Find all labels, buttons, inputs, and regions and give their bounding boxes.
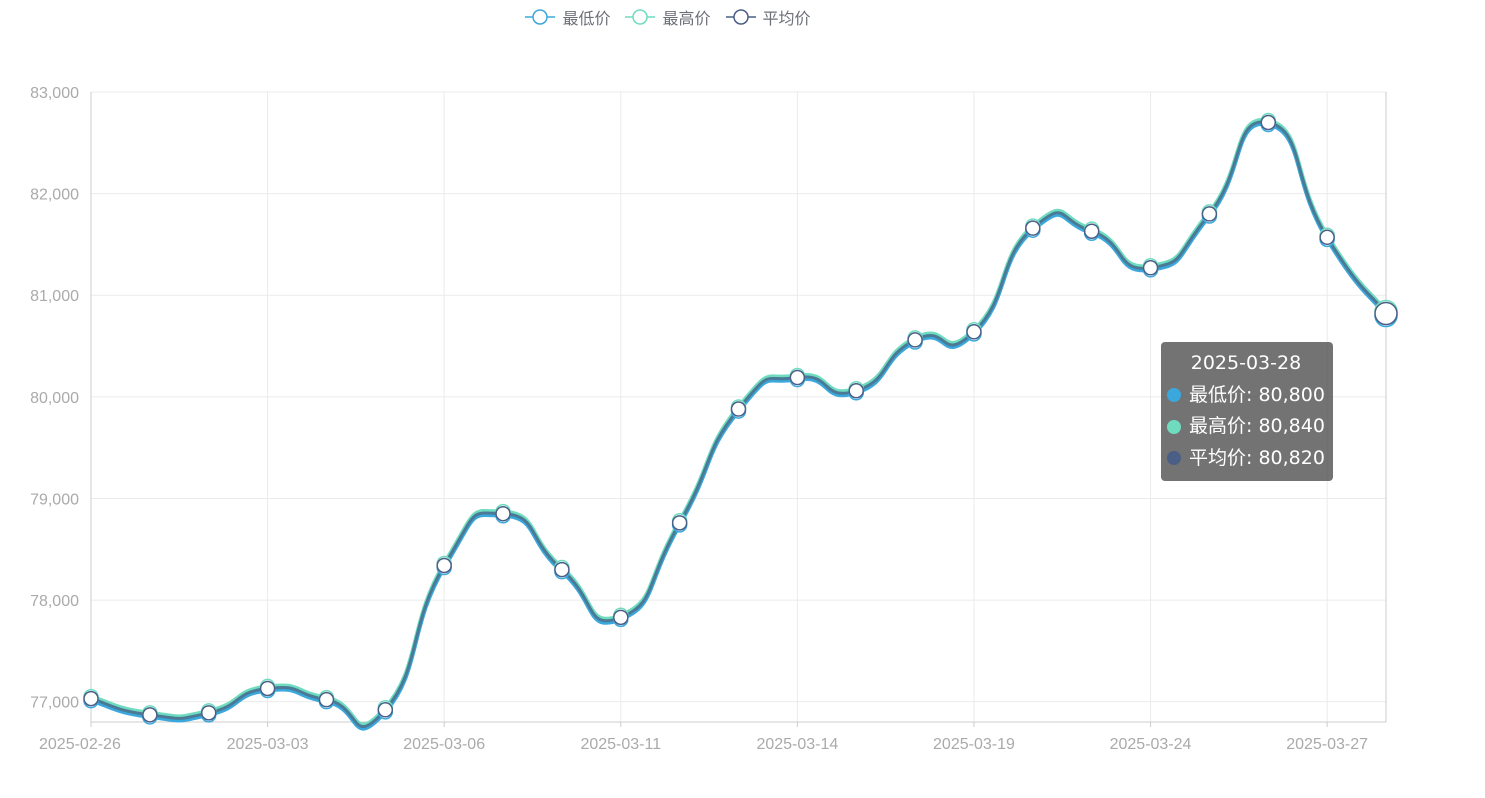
legend-avg-icon bbox=[725, 9, 756, 25]
tooltip-row-high: 最高价: 80,840 bbox=[1167, 411, 1325, 443]
y-tick-label: 83,000 bbox=[30, 85, 79, 102]
series-avg-line bbox=[90, 120, 1388, 728]
avg-point bbox=[848, 382, 864, 399]
chart-legend: 最低价 最高价 平均价 bbox=[0, 5, 1485, 29]
avg-point bbox=[1142, 260, 1159, 276]
y-tick-label: 82,000 bbox=[30, 187, 79, 204]
avg-point bbox=[966, 324, 982, 340]
x-tick-label: 2025-03-24 bbox=[1110, 736, 1192, 753]
y-tick-label: 81,000 bbox=[30, 288, 79, 305]
avg-point bbox=[1260, 114, 1277, 131]
avg-point bbox=[554, 561, 570, 578]
legend-item-avg[interactable]: 平均价 bbox=[725, 5, 811, 29]
legend-high-icon bbox=[625, 9, 656, 25]
y-tick-label: 79,000 bbox=[30, 491, 79, 508]
avg-point bbox=[907, 332, 923, 348]
avg-point bbox=[1374, 301, 1398, 326]
avg-point bbox=[142, 707, 158, 723]
avg-point bbox=[377, 702, 394, 718]
y-tick-label: 78,000 bbox=[30, 593, 79, 610]
tooltip-row-avg: 平均价: 80,820 bbox=[1167, 443, 1325, 475]
avg-point bbox=[1083, 223, 1100, 239]
avg-point bbox=[789, 369, 806, 386]
avg-point bbox=[613, 609, 629, 626]
avg-point bbox=[200, 705, 217, 721]
x-tick-label: 2025-02-26 bbox=[39, 736, 121, 753]
x-tick-label: 2025-03-14 bbox=[756, 736, 838, 753]
x-tick-label: 2025-03-27 bbox=[1286, 736, 1368, 753]
avg-point bbox=[318, 691, 335, 708]
x-tick-label: 2025-03-11 bbox=[580, 736, 661, 753]
avg-point bbox=[730, 401, 747, 417]
y-tick-label: 77,000 bbox=[30, 695, 79, 712]
x-tick-label: 2025-03-19 bbox=[933, 736, 1015, 753]
legend-avg-label: 平均价 bbox=[762, 9, 811, 28]
tooltip-high-value: 最高价: 80,840 bbox=[1189, 415, 1325, 437]
legend-low-label: 最低价 bbox=[562, 9, 611, 28]
y-tick-label: 80,000 bbox=[30, 390, 79, 407]
x-tick-label: 2025-03-03 bbox=[227, 736, 309, 753]
avg-point bbox=[436, 557, 452, 574]
tooltip-avg-dot-icon bbox=[1167, 451, 1181, 466]
tooltip-date: 2025-03-28 bbox=[1190, 352, 1302, 374]
avg-point bbox=[671, 515, 688, 531]
avg-point bbox=[83, 690, 99, 707]
avg-point bbox=[1201, 206, 1218, 222]
legend-item-low[interactable]: 最低价 bbox=[524, 5, 610, 29]
legend-item-high[interactable]: 最高价 bbox=[624, 5, 711, 29]
legend-low-icon bbox=[525, 9, 556, 25]
chart-tooltip: 2025-03-28 最低价: 80,800 最高价: 80,840 平均价: … bbox=[1161, 342, 1333, 481]
tooltip-high-dot-icon bbox=[1167, 419, 1181, 434]
avg-point bbox=[1319, 229, 1335, 246]
tooltip-low-value: 最低价: 80,800 bbox=[1189, 383, 1325, 406]
tooltip-row-low: 最低价: 80,800 bbox=[1167, 380, 1325, 412]
tooltip-low-dot-icon bbox=[1167, 388, 1181, 403]
tooltip-avg-value: 平均价: 80,820 bbox=[1189, 446, 1325, 469]
avg-point bbox=[1025, 220, 1041, 236]
legend-high-label: 最高价 bbox=[662, 9, 711, 28]
avg-point bbox=[495, 505, 511, 522]
avg-point bbox=[259, 680, 276, 697]
x-tick-label: 2025-03-06 bbox=[403, 736, 485, 753]
